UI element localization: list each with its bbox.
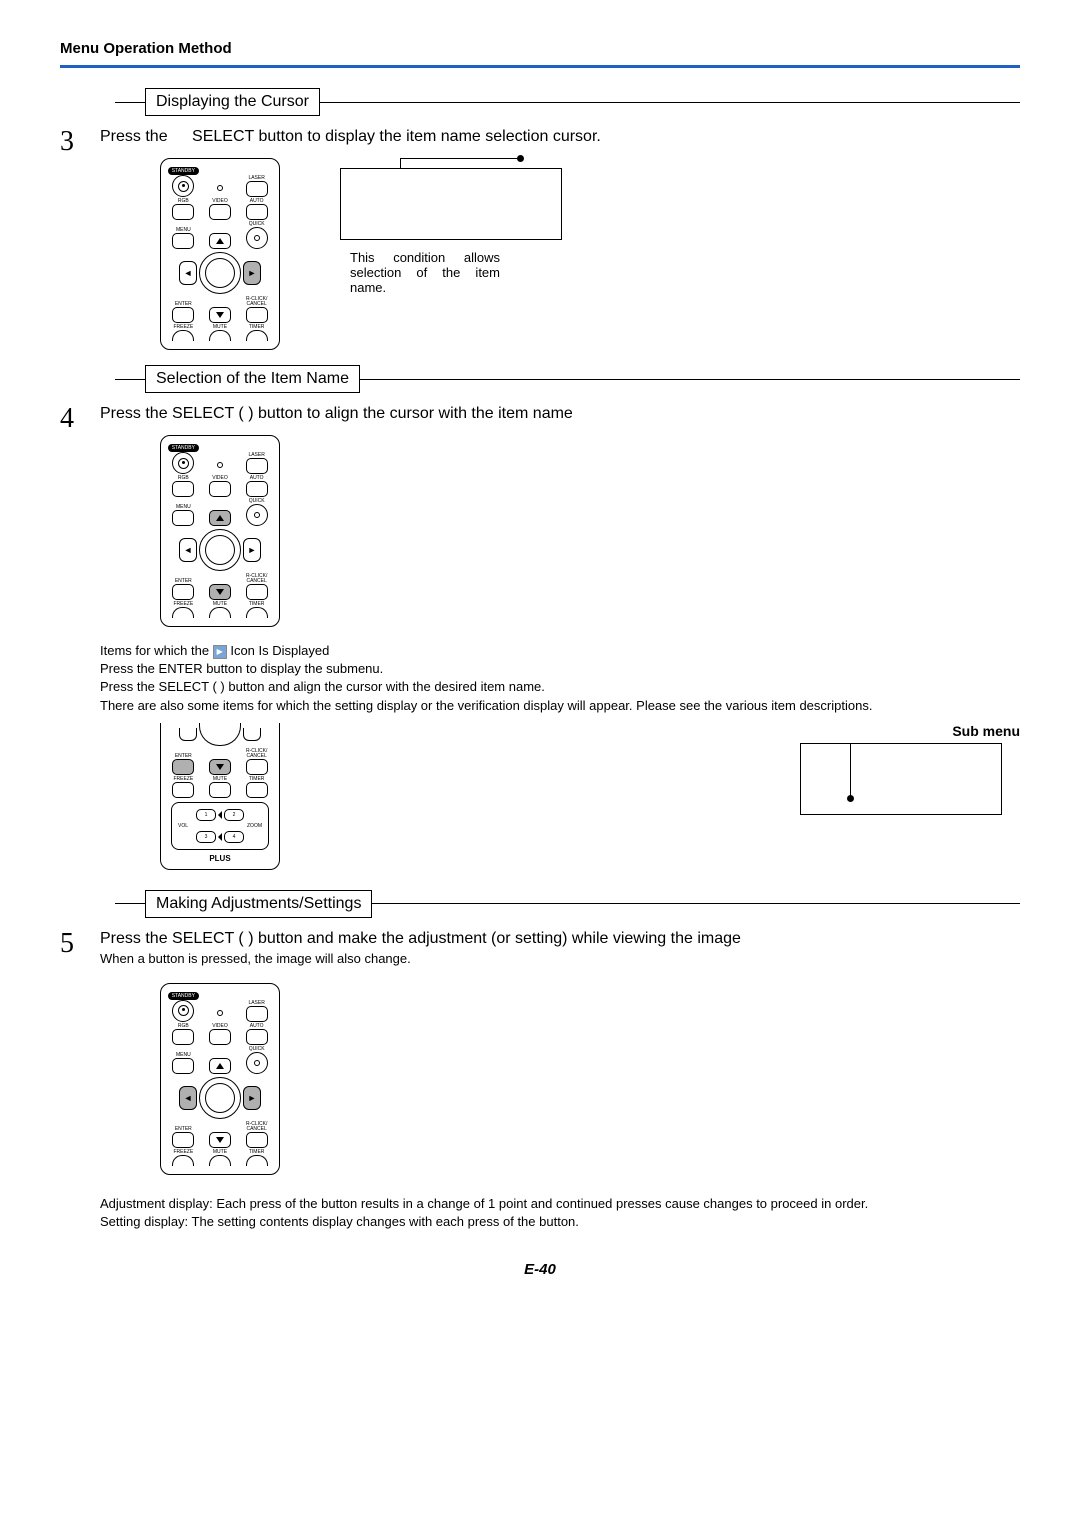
items-description: Items for which the ▶ Icon Is Displayed … [100, 642, 1020, 715]
step-5-number: 5 [60, 930, 100, 958]
section-4-header: Selection of the Item Name [115, 365, 1020, 393]
step-5-instruction: Press the SELECT ( ) button and make the… [100, 930, 1020, 948]
remote-diagram: STANDBY LASER RGB VIDEO AUTO MENU QUICK … [160, 158, 280, 350]
page-number: E-40 [60, 1261, 1020, 1278]
section-5-title: Making Adjustments/Settings [145, 890, 372, 918]
remote-diagram-2: STANDBY LASER RGB VIDEO AUTO MENU QUICK … [160, 435, 280, 627]
submenu-container: Sub menu [800, 723, 1020, 815]
step-4-instruction: Press the SELECT ( ) button to align the… [100, 405, 1020, 423]
submenu-label: Sub menu [800, 723, 1020, 739]
step-3-instruction: Press the SELECT button to display the i… [100, 128, 1020, 146]
step-5: 5 Press the SELECT ( ) button and make t… [60, 930, 1020, 1232]
page-title: Menu Operation Method [60, 40, 1020, 57]
section-3-title: Displaying the Cursor [145, 88, 320, 116]
remote-diagram-4: STANDBY LASER RGB VIDEO AUTO MENU QUICK … [160, 983, 280, 1175]
callout-box [340, 168, 562, 240]
submenu-icon: ▶ [213, 645, 227, 659]
step-4: 4 Press the SELECT ( ) button to align t… [60, 405, 1020, 870]
step-5-sub: When a button is pressed, the image will… [100, 950, 1020, 968]
callout-container: This condition allows selection of the i… [340, 158, 562, 295]
callout-text: This condition allows selection of the i… [350, 250, 500, 295]
step-4-number: 4 [60, 405, 100, 433]
blue-rule [60, 65, 1020, 68]
remote-diagram-3: ENTER R-CLICK/CANCEL FREEZE MUTE TIMER 1… [160, 723, 280, 870]
section-3-header: Displaying the Cursor [115, 88, 1020, 116]
adjustment-text: Adjustment display: Each press of the bu… [100, 1195, 1020, 1213]
step-3-number: 3 [60, 128, 100, 156]
setting-text: Setting display: The setting contents di… [100, 1213, 1020, 1231]
section-5-header: Making Adjustments/Settings [115, 890, 1020, 918]
submenu-box [800, 743, 1002, 815]
step-3: 3 Press the SELECT button to display the… [60, 128, 1020, 350]
section-4-title: Selection of the Item Name [145, 365, 360, 393]
